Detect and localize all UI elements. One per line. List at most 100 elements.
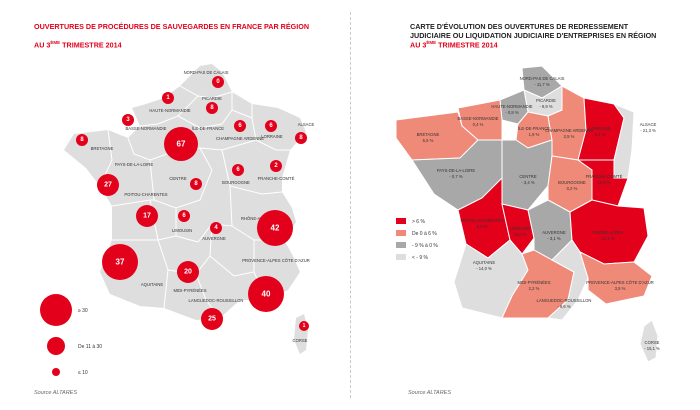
rlabel-franche-comte-value: 12,9 %: [597, 180, 610, 185]
left-label-rhone-alpes: RHÔNE-ALPES: [241, 216, 271, 221]
rlabel-bourgogne-name: BOURGOGNE: [558, 180, 586, 185]
rlabel-idf-value: 1,9 %: [529, 132, 540, 137]
bubble-paca: 40: [248, 276, 284, 312]
left-label-midi-pyrenees: MIDI-PYRÉNÉES: [173, 288, 206, 293]
bubble-aquitaine: 37: [102, 244, 138, 280]
rlabel-champagne-value: 2,5 %: [564, 134, 575, 139]
rlabel-paca-name: PROVENCE-ALPES CÔTE D'AZUR: [586, 280, 654, 285]
rlabel-poitou-value: 6,3 %: [477, 224, 488, 229]
rlabel-bretagne-value: 5,5 %: [423, 138, 434, 143]
rlabel-basse-normandie-value: 0,4 %: [473, 122, 484, 127]
left-label-lorraine: LORRAINE: [261, 134, 283, 139]
right-region-labels: NORD-PAS DE CALAIS - 11,7 % PICARDIE - 9…: [417, 76, 660, 351]
bubble-champagne: 6: [234, 120, 246, 132]
svg-text:17: 17: [143, 213, 151, 220]
legend-label-medium: De 11 à 30: [78, 344, 102, 350]
bubble-idf: 67: [164, 127, 198, 161]
left-corsica-shape: [294, 314, 308, 354]
region-franche-comte: [576, 159, 629, 207]
left-region-labels: NORD-PAS DE CALAIS PICARDIE HAUTE-NORMAN…: [91, 70, 315, 343]
rlabel-midi-pyrenees-value: 2,2 %: [529, 286, 540, 291]
left-label-centre: CENTRE: [169, 176, 186, 181]
left-label-bourgogne: BOURGOGNE: [222, 180, 250, 185]
bubble-lorraine: 6: [265, 120, 277, 132]
rlabel-basse-normandie-name: BASSE-NORMANDIE: [458, 116, 499, 121]
right-map-panel: CARTE D'ÉVOLUTION DES OUVERTURES DE REDR…: [352, 0, 700, 410]
bubble-centre: 8: [190, 178, 202, 190]
left-legend: ≥ 30 De 11 à 30 ≤ 10: [40, 294, 102, 376]
rlabel-nord-value: - 11,7 %: [534, 82, 550, 87]
rlabel-pdl-value: - 0,7 %: [449, 174, 463, 179]
rlabel-franche-comte-name: FRANCHE-COMTÉ: [586, 174, 623, 179]
rlabel-aquitaine-value: - 14,0 %: [476, 266, 492, 271]
legend-bubble-large: [40, 294, 72, 326]
bubble-limousin: 6: [178, 210, 190, 222]
bubble-franche-comte: 2: [270, 160, 282, 172]
bubble-bourgogne: 6: [232, 164, 244, 176]
rlabel-alsace-name: ALSACE: [640, 122, 657, 127]
left-label-idf: ÎLE-DE-FRANCE: [191, 126, 224, 131]
svg-text:8: 8: [80, 137, 84, 143]
right-regions: [395, 65, 659, 363]
legend-swatch-ltm9: [396, 254, 406, 260]
legend-label-gt6: > 6 %: [412, 219, 425, 225]
svg-text:37: 37: [116, 258, 125, 267]
left-label-paca: PROVENCE-ALPES CÔTE D'AZUR: [242, 258, 310, 263]
left-label-picardie: PICARDIE: [202, 96, 222, 101]
rlabel-corse-name: CORSE: [645, 340, 660, 345]
legend-label-large: ≥ 30: [78, 308, 88, 314]
left-label-basse-normandie: BASSE-NORMANDIE: [126, 126, 167, 131]
left-source: Source ALTARES: [34, 390, 77, 396]
bubble-alsace: 8: [295, 132, 307, 144]
svg-text:27: 27: [104, 182, 112, 189]
rlabel-lorraine-name: LORRAINE: [589, 126, 611, 131]
right-map-title: CARTE D'ÉVOLUTION DES OUVERTURES DE REDR…: [410, 22, 657, 40]
left-bubbles: 0 8 1 3 8 67 6 6 8 27 8 6 2 17 6 4 42 37…: [76, 76, 309, 331]
bubble-rhone-alpes: 42: [257, 210, 293, 246]
bubble-haute-normandie: 1: [162, 92, 174, 104]
bubble-languedoc: 25: [201, 308, 223, 330]
rlabel-limousin-value: 15,0 %: [513, 232, 526, 237]
rlabel-lorraine-value: 9,1 %: [595, 132, 606, 137]
rlabel-limousin-name: LIMOUSIN: [510, 226, 530, 231]
rlabel-bourgogne-value: 0,2 %: [567, 186, 578, 191]
svg-text:6: 6: [269, 123, 273, 129]
left-map-svg: NORD-PAS DE CALAIS PICARDIE HAUTE-NORMAN…: [40, 64, 315, 376]
bubble-bretagne: 8: [76, 134, 88, 146]
svg-text:8: 8: [299, 135, 303, 141]
right-legend: > 6 % De 0 à 6 % - 9 % à 0 % < - 9 %: [396, 218, 438, 261]
legend-label-small: ≤ 10: [78, 370, 88, 376]
svg-text:2: 2: [274, 163, 278, 169]
region-paca: [579, 251, 653, 305]
bubble-basse-normandie: 3: [122, 114, 134, 126]
left-label-alsace: ALSACE: [298, 122, 315, 127]
svg-text:67: 67: [177, 140, 186, 149]
legend-label-ltm9: < - 9 %: [412, 255, 429, 261]
rlabel-midi-pyrenees-name: MIDI-PYRÉNÉES: [517, 280, 550, 285]
rlabel-picardie-name: PICARDIE: [536, 98, 556, 103]
rlabel-aquitaine-name: AQUITAINE: [473, 260, 495, 265]
left-label-aquitaine: AQUITAINE: [141, 282, 163, 287]
svg-text:8: 8: [210, 105, 214, 111]
legend-label-0to6: De 0 à 6 %: [412, 231, 437, 237]
left-map-subtitle: AU 3ÈME TRIMESTRE 2014: [34, 40, 122, 50]
left-label-nord: NORD-PAS DE CALAIS: [184, 70, 229, 75]
rlabel-paca-value: 3,5 %: [615, 286, 626, 291]
legend-swatch-0to6: [396, 230, 406, 236]
left-label-champagne: CHAMPAGNE ARDENNE: [216, 136, 264, 141]
svg-text:40: 40: [262, 290, 271, 299]
rlabel-nord-name: NORD-PAS DE CALAIS: [520, 76, 565, 81]
legend-bubble-small: [52, 368, 60, 376]
panel-divider: [350, 12, 351, 398]
left-label-bretagne: BRETAGNE: [91, 146, 114, 151]
bubble-pdl: 27: [97, 174, 119, 196]
rlabel-alsace-value: - 21,3 %: [640, 128, 656, 133]
legend-label-m9to0: - 9 % à 0 %: [412, 243, 438, 249]
svg-text:6: 6: [238, 123, 242, 129]
bubble-picardie: 8: [206, 102, 218, 114]
left-map-title: OUVERTURES DE PROCÉDURES DE SAUVEGARDES …: [34, 22, 310, 31]
bubble-poitou: 17: [136, 205, 158, 227]
legend-swatch-gt6: [396, 218, 406, 224]
bubble-corse: 1: [299, 321, 309, 331]
svg-text:0: 0: [216, 79, 220, 85]
